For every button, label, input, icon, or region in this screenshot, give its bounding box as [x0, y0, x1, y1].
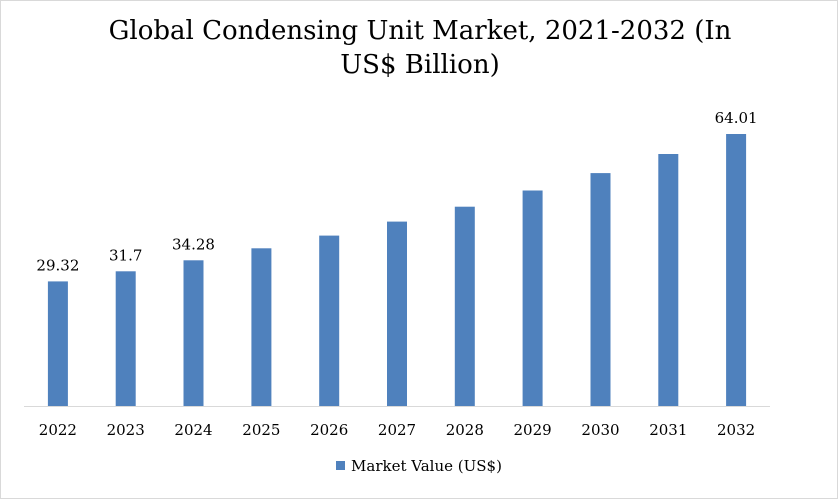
bar-2028	[454, 206, 475, 406]
legend-label: Market Value (US$)	[351, 457, 502, 475]
bar-2024	[183, 260, 204, 406]
bar-2027	[387, 221, 407, 406]
bar-2025	[251, 248, 272, 406]
x-tick-label: 2023	[107, 421, 145, 439]
x-tick-label: 2028	[446, 421, 484, 439]
x-tick-label: 2032	[717, 421, 755, 439]
data-label-2023: 31.7	[109, 246, 142, 264]
bar-2032	[726, 134, 747, 406]
bar-2022	[47, 281, 68, 406]
x-tick-label: 2022	[39, 421, 77, 439]
chart-title: Global Condensing Unit Market, 2021-2032…	[108, 16, 732, 80]
data-label-2024: 34.28	[172, 235, 215, 253]
data-label-2032: 64.01	[715, 109, 758, 127]
bar-2029	[522, 190, 543, 406]
x-tick-label: 2031	[649, 421, 687, 439]
x-tick-label: 2025	[242, 421, 280, 439]
bar-2030	[590, 173, 611, 406]
x-tick-label: 2027	[378, 421, 416, 439]
x-tick-label: 2024	[174, 421, 212, 439]
x-tick-label: 2029	[514, 421, 552, 439]
legend-swatch	[336, 461, 346, 470]
bar-2031	[658, 154, 679, 406]
data-label-2022: 29.32	[36, 256, 79, 274]
bar-2026	[319, 235, 340, 406]
bar-2023	[115, 271, 136, 406]
x-tick-label: 2026	[310, 421, 348, 439]
x-tick-label: 2030	[581, 421, 619, 439]
chart-legend: Market Value (US$)	[0, 457, 838, 475]
